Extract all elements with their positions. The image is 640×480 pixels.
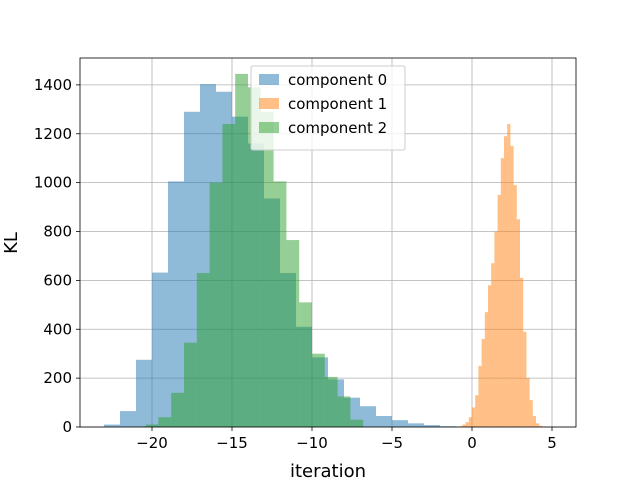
histogram-bar	[513, 185, 517, 427]
y-axis-ticks: 0 200 400 600 800 1000 1200 1400	[34, 76, 80, 436]
histogram-bar	[168, 181, 184, 427]
histogram-bar	[526, 378, 530, 427]
series-2-bars	[145, 73, 364, 428]
histogram-bar	[312, 353, 325, 427]
histogram-bar	[488, 285, 492, 427]
histogram-bar	[484, 312, 488, 427]
histogram-bars	[104, 73, 543, 428]
histogram-bar	[500, 158, 504, 427]
histogram-bar	[209, 182, 223, 427]
histogram-bar	[529, 400, 533, 427]
histogram-bar	[516, 219, 520, 427]
histogram-bar	[196, 273, 210, 427]
histogram-bar	[523, 331, 527, 427]
y-tick-label: 600	[43, 271, 72, 289]
y-tick-label: 200	[43, 369, 72, 387]
histogram-bar	[104, 424, 120, 427]
histogram-bar	[248, 87, 261, 428]
y-tick-label: 0	[62, 418, 72, 436]
x-axis-ticks: −20 −15 −10 −5 0 5	[136, 427, 557, 452]
plot-frame	[79, 57, 577, 428]
x-axis-label: iteration	[290, 461, 366, 480]
histogram-bar	[532, 416, 536, 427]
series-1-bars	[459, 123, 543, 427]
histogram-bar	[286, 240, 300, 427]
y-axis-label: KL	[1, 232, 22, 254]
histogram-bar	[462, 424, 466, 427]
histogram-bar	[465, 422, 469, 427]
x-tick-label: 5	[547, 434, 557, 452]
x-tick-label: −5	[381, 434, 403, 452]
legend-box	[250, 65, 406, 151]
legend-label: component 2	[288, 119, 387, 137]
histogram-bar	[392, 420, 408, 427]
histogram-bar	[468, 417, 472, 427]
histogram-bar	[507, 123, 511, 427]
histogram-bar	[494, 231, 498, 427]
histogram-bar	[475, 395, 479, 427]
histogram-bar	[273, 181, 287, 427]
histogram-bar	[337, 396, 351, 427]
histogram-bar	[504, 136, 508, 427]
histogram-bar	[520, 277, 524, 427]
histogram-bar	[497, 194, 501, 427]
histogram-bar	[171, 392, 184, 427]
histogram-bar	[152, 272, 168, 427]
histogram-bar	[222, 123, 236, 427]
histogram-bar	[478, 365, 482, 427]
legend-label: component 1	[288, 95, 387, 113]
x-tick-label: 0	[467, 434, 477, 452]
histogram-bar	[376, 416, 392, 427]
histogram-bar	[424, 425, 440, 427]
y-tick-label: 1400	[34, 76, 72, 94]
histogram-bar	[136, 359, 152, 427]
x-tick-label: −20	[136, 434, 168, 452]
histogram-bar	[510, 145, 514, 427]
histogram-bar	[408, 423, 424, 427]
legend-label: component 0	[288, 71, 387, 89]
histogram-bar	[481, 339, 485, 427]
legend-swatch	[259, 98, 279, 109]
y-tick-label: 1000	[34, 174, 72, 192]
y-tick-label: 1200	[34, 125, 72, 143]
histogram-bar	[235, 73, 248, 428]
x-tick-label: −15	[216, 434, 248, 452]
histogram-bar	[472, 407, 476, 427]
x-tick-label: −10	[296, 434, 328, 452]
histogram-bar	[536, 423, 540, 427]
histogram-bar	[145, 424, 159, 427]
legend: component 0 component 1 component 2	[250, 65, 406, 151]
histogram-bar	[350, 419, 364, 427]
histogram-bar	[120, 411, 136, 427]
legend-swatch	[259, 122, 279, 133]
y-tick-label: 400	[43, 320, 72, 338]
y-tick-label: 800	[43, 223, 72, 241]
histogram-bar	[360, 406, 376, 427]
legend-swatch	[259, 74, 279, 85]
histogram-bar	[158, 417, 172, 427]
histogram-bar	[324, 376, 338, 427]
histogram-bar	[299, 302, 312, 427]
histogram-bar	[184, 342, 197, 427]
histogram-bar	[260, 111, 274, 427]
histogram-bar	[539, 425, 543, 427]
histogram-bar	[491, 263, 495, 427]
